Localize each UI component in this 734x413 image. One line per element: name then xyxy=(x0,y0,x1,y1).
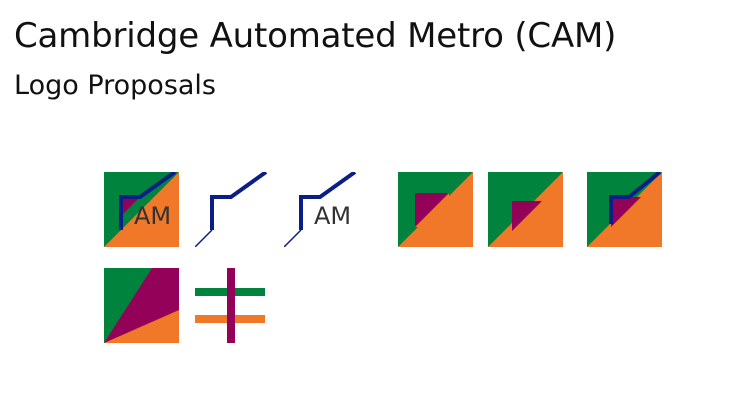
logo-proposal-8 xyxy=(195,268,270,343)
page-title: Cambridge Automated Metro (CAM) xyxy=(14,16,617,56)
logo-cross-bars xyxy=(195,268,265,343)
page-subtitle: Logo Proposals xyxy=(14,70,216,101)
logo-route-am: AM xyxy=(284,172,357,247)
logo-square-route-am: AM xyxy=(104,172,179,247)
logo-proposal-2 xyxy=(195,172,270,247)
logo-proposal-5 xyxy=(488,172,563,247)
logo-proposal-1: AM xyxy=(104,172,179,247)
logo-square-block-route xyxy=(587,172,662,247)
logo-text: AM xyxy=(134,202,171,230)
logo-proposal-6 xyxy=(587,172,662,247)
logo-tricolor-square xyxy=(104,268,179,343)
logo-square-block xyxy=(398,172,473,247)
logo-route-line xyxy=(195,172,268,247)
logo-proposal-4 xyxy=(398,172,473,247)
logo-square-block xyxy=(488,172,563,247)
logo-proposal-7 xyxy=(104,268,179,343)
logo-text: AM xyxy=(314,202,351,230)
logo-proposal-3: AM xyxy=(284,172,359,247)
